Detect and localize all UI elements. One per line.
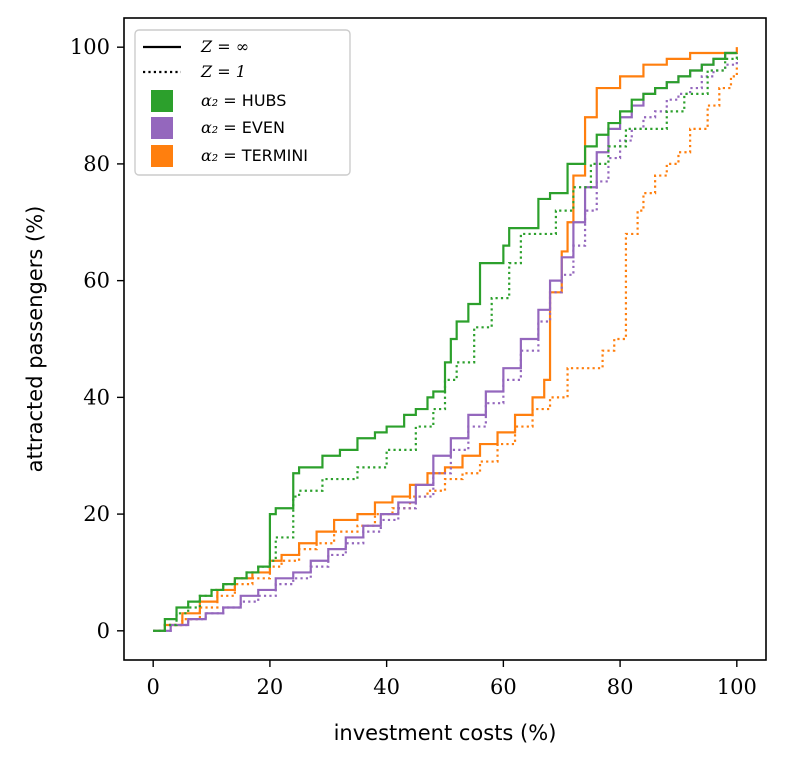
y-tick-label: 0 (97, 619, 110, 643)
series-layer (153, 47, 738, 632)
legend-label-termini: α₂ = TERMINI (201, 146, 308, 165)
y-tick-label: 40 (83, 385, 110, 409)
x-tick-label: 40 (373, 675, 400, 699)
series-hubs-solid-line (153, 51, 737, 632)
x-tick-label: 20 (257, 675, 284, 699)
y-tick-label: 80 (83, 152, 110, 176)
y-axis-ticks: 0 20 40 60 80 100 (70, 35, 124, 643)
x-axis-ticks: 0 20 40 60 80 100 (146, 660, 757, 699)
legend-label-hubs: α₂ = HUBS (201, 91, 286, 110)
legend-box (134, 29, 351, 176)
legend-swatch-hubs (151, 90, 173, 112)
legend-label-solid: Z = ∞ (200, 37, 249, 56)
y-axis-label: attracted passengers (%) (23, 206, 47, 473)
y-tick-label: 60 (83, 269, 110, 293)
y-tick-label: 100 (70, 35, 110, 59)
legend-label-even: α₂ = EVEN (201, 118, 285, 137)
x-tick-label: 60 (490, 675, 517, 699)
x-tick-label: 100 (717, 675, 757, 699)
legend-label-dotted: Z = 1 (200, 62, 246, 81)
series-hubs-dotted-line (153, 53, 738, 632)
y-tick-label: 20 (83, 502, 110, 526)
x-axis-label: investment costs (%) (334, 721, 557, 745)
x-tick-label: 80 (607, 675, 634, 699)
x-tick-label: 0 (146, 675, 159, 699)
legend-swatch-even (151, 117, 173, 139)
legend-swatch-termini (151, 145, 173, 167)
series-termini-solid-line (153, 47, 738, 632)
legend: Z = ∞ Z = 1 α₂ = HUBS α₂ = EVEN α₂ = TERMINI (134, 29, 351, 176)
plot-frame (123, 17, 767, 661)
